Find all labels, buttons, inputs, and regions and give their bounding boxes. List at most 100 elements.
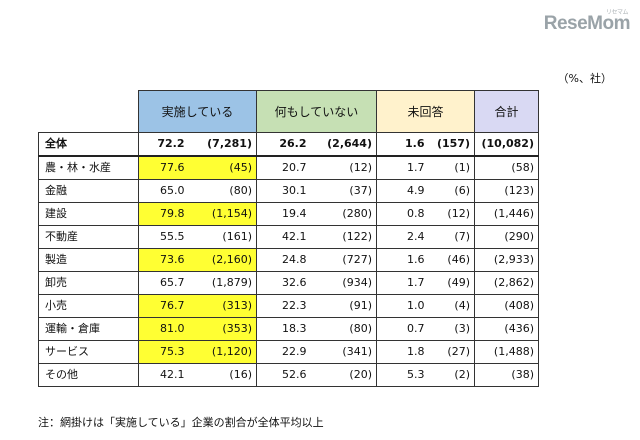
header-nanimo: 何もしていない [256, 90, 377, 133]
cell-total: (2,862) [474, 271, 539, 295]
cell-jisshi-pct: 76.7 [138, 294, 189, 318]
table-row: 金融 65.0 (80) 30.1 (37) 4.9 (6) (123) [38, 179, 539, 203]
logo-main: ReseMom [543, 13, 631, 34]
survey-table: 実施している 何もしていない 未回答 合計 全体 72.2 (7,281) 26.2(… [38, 90, 539, 387]
cell-nanimo-n: (2,644) [310, 132, 377, 157]
cell-nanimo-n: (341) [310, 340, 377, 364]
cell-mikaito-n: (12) [428, 202, 475, 226]
cell-label: 農・林・水産 [38, 155, 139, 180]
cell-nanimo-n: (20) [310, 363, 377, 387]
cell-jisshi-n: (161) [188, 225, 257, 249]
cell-mikaito-n: (1) [428, 155, 475, 180]
cell-nanimo-n: (91) [310, 294, 377, 318]
table-row: 製造 73.6 (2,160) 24.8 (727) 1.6 (46) (2,933) [38, 248, 539, 272]
cell-nanimo-pct: 24.8 [256, 248, 311, 272]
cell-total: (1,446) [474, 202, 539, 226]
cell-nanimo-n: (122) [310, 225, 377, 249]
cell-jisshi-n: (1,154) [188, 202, 257, 226]
cell-jisshi-pct: 77.6 [138, 155, 189, 180]
header-jisshi: 実施している [138, 90, 257, 133]
table-row: 不動産 55.5 (161) 42.1 (122) 2.4 (7) (290) [38, 225, 539, 249]
cell-label: その他 [38, 363, 139, 387]
cell-total: (436) [474, 317, 539, 341]
cell-mikaito-pct: 1.0 [376, 294, 429, 318]
cell-jisshi-pct: 65.7 [138, 271, 189, 295]
cell-jisshi-pct: 72.2 [138, 132, 189, 157]
header-row: 実施している 何もしていない 未回答 合計 [38, 90, 539, 133]
cell-nanimo-pct: 52.6 [256, 363, 311, 387]
cell-mikaito-n: (7) [428, 225, 475, 249]
cell-jisshi-pct: 73.6 [138, 248, 189, 272]
cell-label: 金融 [38, 179, 139, 203]
cell-jisshi-n: (353) [188, 317, 257, 341]
cell-nanimo-pct: 20.7 [256, 155, 311, 180]
header-goukei: 合計 [474, 90, 539, 133]
cell-nanimo-pct: 19.4 [256, 202, 311, 226]
cell-nanimo-pct: 18.3 [256, 317, 311, 341]
table-row: 卸売 65.7 (1,879) 32.6 (934) 1.7 (49) (2,862) [38, 271, 539, 295]
cell-mikaito-pct: 0.8 [376, 202, 429, 226]
footnote: 注：網掛けは「実施している」企業の割合が全体平均以上 [38, 416, 324, 429]
cell-mikaito-pct: 1.6 [376, 248, 429, 272]
cell-mikaito-n: (2) [428, 363, 475, 387]
cell-jisshi-n: (7,281) [188, 132, 257, 157]
cell-label: 小売 [38, 294, 139, 318]
cell-jisshi-pct: 75.3 [138, 340, 189, 364]
cell-label: 全体 [38, 132, 139, 157]
table-row: 運輸・倉庫 81.0 (353) 18.3 (80) 0.7 (3) (436) [38, 317, 539, 341]
cell-label: 運輸・倉庫 [38, 317, 139, 341]
cell-nanimo-n: (80) [310, 317, 377, 341]
logo-sub: リセマム [605, 9, 629, 16]
cell-mikaito-n: (4) [428, 294, 475, 318]
cell-mikaito-n: (46) [428, 248, 475, 272]
cell-nanimo-n: (280) [310, 202, 377, 226]
cell-mikaito-pct: 2.4 [376, 225, 429, 249]
cell-nanimo-n: (727) [310, 248, 377, 272]
table-row: サービス 75.3 (1,120) 22.9 (341) 1.8 (27) (1,488) [38, 340, 539, 364]
cell-label: 卸売 [38, 271, 139, 295]
unit-label: （%、社） [557, 72, 612, 85]
cell-mikaito-pct: 1.6 [376, 132, 429, 157]
cell-jisshi-n: (2,160) [188, 248, 257, 272]
cell-total: (2,933) [474, 248, 539, 272]
table-row: 建設 79.8 (1,154) 19.4 (280) 0.8 (12) (1,446) [38, 202, 539, 226]
cell-mikaito-pct: 0.7 [376, 317, 429, 341]
cell-jisshi-n: (45) [188, 155, 257, 180]
cell-jisshi-pct: 79.8 [138, 202, 189, 226]
cell-mikaito-n: (27) [428, 340, 475, 364]
table-row: その他 42.1 (16) 52.6 (20) 5.3 (2) (38) [38, 363, 539, 387]
cell-nanimo-pct: 26.2 [256, 132, 311, 157]
cell-jisshi-n: (80) [188, 179, 257, 203]
cell-mikaito-pct: 1.8 [376, 340, 429, 364]
cell-total: (290) [474, 225, 539, 249]
cell-label: サービス [38, 340, 139, 364]
cell-mikaito-n: (157) [428, 132, 475, 157]
cell-mikaito-n: (3) [428, 317, 475, 341]
table-row: 農・林・水産 77.6 (45) 20.7 (12) 1.7 (1) (58) [38, 155, 539, 180]
cell-total: (38) [474, 363, 539, 387]
cell-total: (10,082) [474, 132, 539, 157]
cell-nanimo-pct: 22.3 [256, 294, 311, 318]
cell-jisshi-pct: 65.0 [138, 179, 189, 203]
logo-text: ReseMom リセマム [543, 9, 631, 35]
cell-jisshi-n: (16) [188, 363, 257, 387]
table-body: 全体 72.2 (7,281) 26.2 (2,644) 1.6 (157) (10,082)… [38, 132, 539, 387]
cell-nanimo-n: (12) [310, 155, 377, 180]
header-mikaito: 未回答 [376, 90, 475, 133]
cell-mikaito-pct: 5.3 [376, 363, 429, 387]
cell-jisshi-n: (313) [188, 294, 257, 318]
cell-jisshi-n: (1,879) [188, 271, 257, 295]
cell-jisshi-pct: 81.0 [138, 317, 189, 341]
table-row-total: 全体 72.2 (7,281) 26.2 (2,644) 1.6 (157) (10,082) [38, 132, 539, 157]
cell-nanimo-pct: 32.6 [256, 271, 311, 295]
cell-jisshi-n: (1,120) [188, 340, 257, 364]
cell-total: (123) [474, 179, 539, 203]
cell-label: 不動産 [38, 225, 139, 249]
cell-nanimo-pct: 22.9 [256, 340, 311, 364]
cell-total: (58) [474, 155, 539, 180]
cell-mikaito-n: (49) [428, 271, 475, 295]
cell-jisshi-pct: 55.5 [138, 225, 189, 249]
cell-mikaito-pct: 4.9 [376, 179, 429, 203]
cell-jisshi-pct: 42.1 [138, 363, 189, 387]
resemom-logo: ReseMom リセマム [510, 9, 631, 38]
